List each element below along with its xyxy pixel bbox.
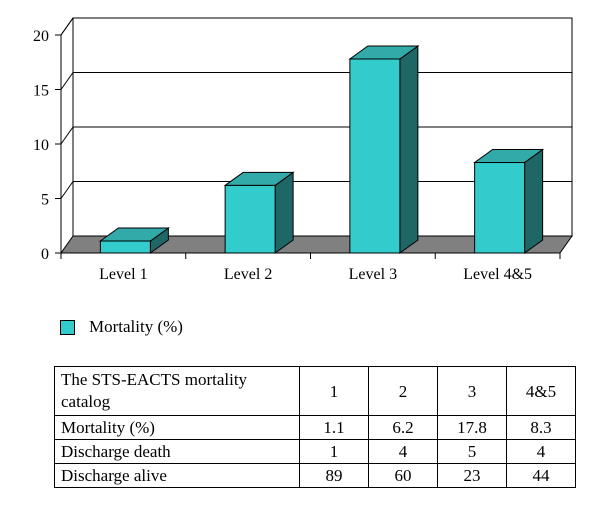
table-cell: 5: [437, 439, 507, 464]
bar-side: [399, 45, 419, 254]
y-tick-label: 15: [33, 83, 49, 100]
legend-swatch: [60, 319, 75, 335]
gridline-side-10: [60, 126, 74, 145]
table-cell: 89: [299, 463, 369, 488]
bar-1: [98, 227, 170, 254]
bar-front: [99, 240, 151, 254]
table-header-cell: 1: [299, 366, 369, 416]
table-cell: 1.1: [299, 415, 369, 440]
table-cell: 4: [368, 439, 438, 464]
table-header-cell: 4&5: [506, 366, 576, 416]
bar-front: [474, 162, 526, 254]
bar-3: [348, 45, 420, 254]
bar-front: [224, 184, 276, 254]
table-header-cell: 3: [437, 366, 507, 416]
table-cell: 60: [368, 463, 438, 488]
table-cell: 23: [437, 463, 507, 488]
x-category-label: Level 1: [99, 266, 147, 283]
mortality-data-table: The STS-EACTS mortality catalog 1 2 3 4&5 Mor…: [54, 366, 576, 488]
bar-front: [349, 58, 401, 254]
table-header-row: The STS-EACTS mortality catalog 1 2 3 4&5: [54, 366, 576, 416]
mortality-bar-chart: 0 5 10 15 20 Level 1 Level 2 Level 3 Level 4&5: [33, 17, 573, 283]
chart-bars: [98, 45, 545, 254]
y-tick-label: 5: [41, 192, 49, 209]
table-row-label: Discharge alive: [54, 463, 300, 488]
y-tick-label: 10: [33, 137, 49, 154]
bar-2: [223, 171, 295, 254]
x-category-label: Level 3: [349, 266, 397, 283]
bar-side: [274, 171, 294, 254]
table-header-cell: 2: [368, 366, 438, 416]
table-cell: 6.2: [368, 415, 438, 440]
table-row: Mortality (%) 1.1 6.2 17.8 8.3: [54, 415, 576, 440]
table-row: Discharge alive 89 60 23 44: [54, 463, 576, 488]
y-tick-label: 20: [33, 28, 49, 45]
table-cell: 44: [506, 463, 576, 488]
gridline-side-20: [60, 17, 74, 36]
table-cell: 1: [299, 439, 369, 464]
y-axis-ticks: 0 5 10 15 20: [33, 28, 61, 263]
table-corner-label: The STS-EACTS mortality catalog: [54, 366, 300, 416]
y-tick-label: 0: [41, 246, 49, 263]
x-category-label: Level 2: [224, 266, 272, 283]
gridline-side-15: [60, 72, 74, 90]
table-cell: 4: [506, 439, 576, 464]
x-axis-labels: Level 1 Level 2 Level 3 Level 4&5: [60, 253, 561, 283]
bar-4: [473, 148, 545, 254]
bar-side: [524, 148, 544, 254]
gridline-side-5: [60, 181, 74, 199]
table-cell: 8.3: [506, 415, 576, 440]
chart-legend: Mortality (%): [60, 316, 183, 338]
legend-label: Mortality (%): [89, 317, 183, 336]
table-cell: 17.8: [437, 415, 507, 440]
x-category-label: Level 4&5: [463, 266, 532, 283]
table-row-label: Discharge death: [54, 439, 300, 464]
table-row: Discharge death 1 4 5 4: [54, 439, 576, 464]
table-row-label: Mortality (%): [54, 415, 300, 440]
